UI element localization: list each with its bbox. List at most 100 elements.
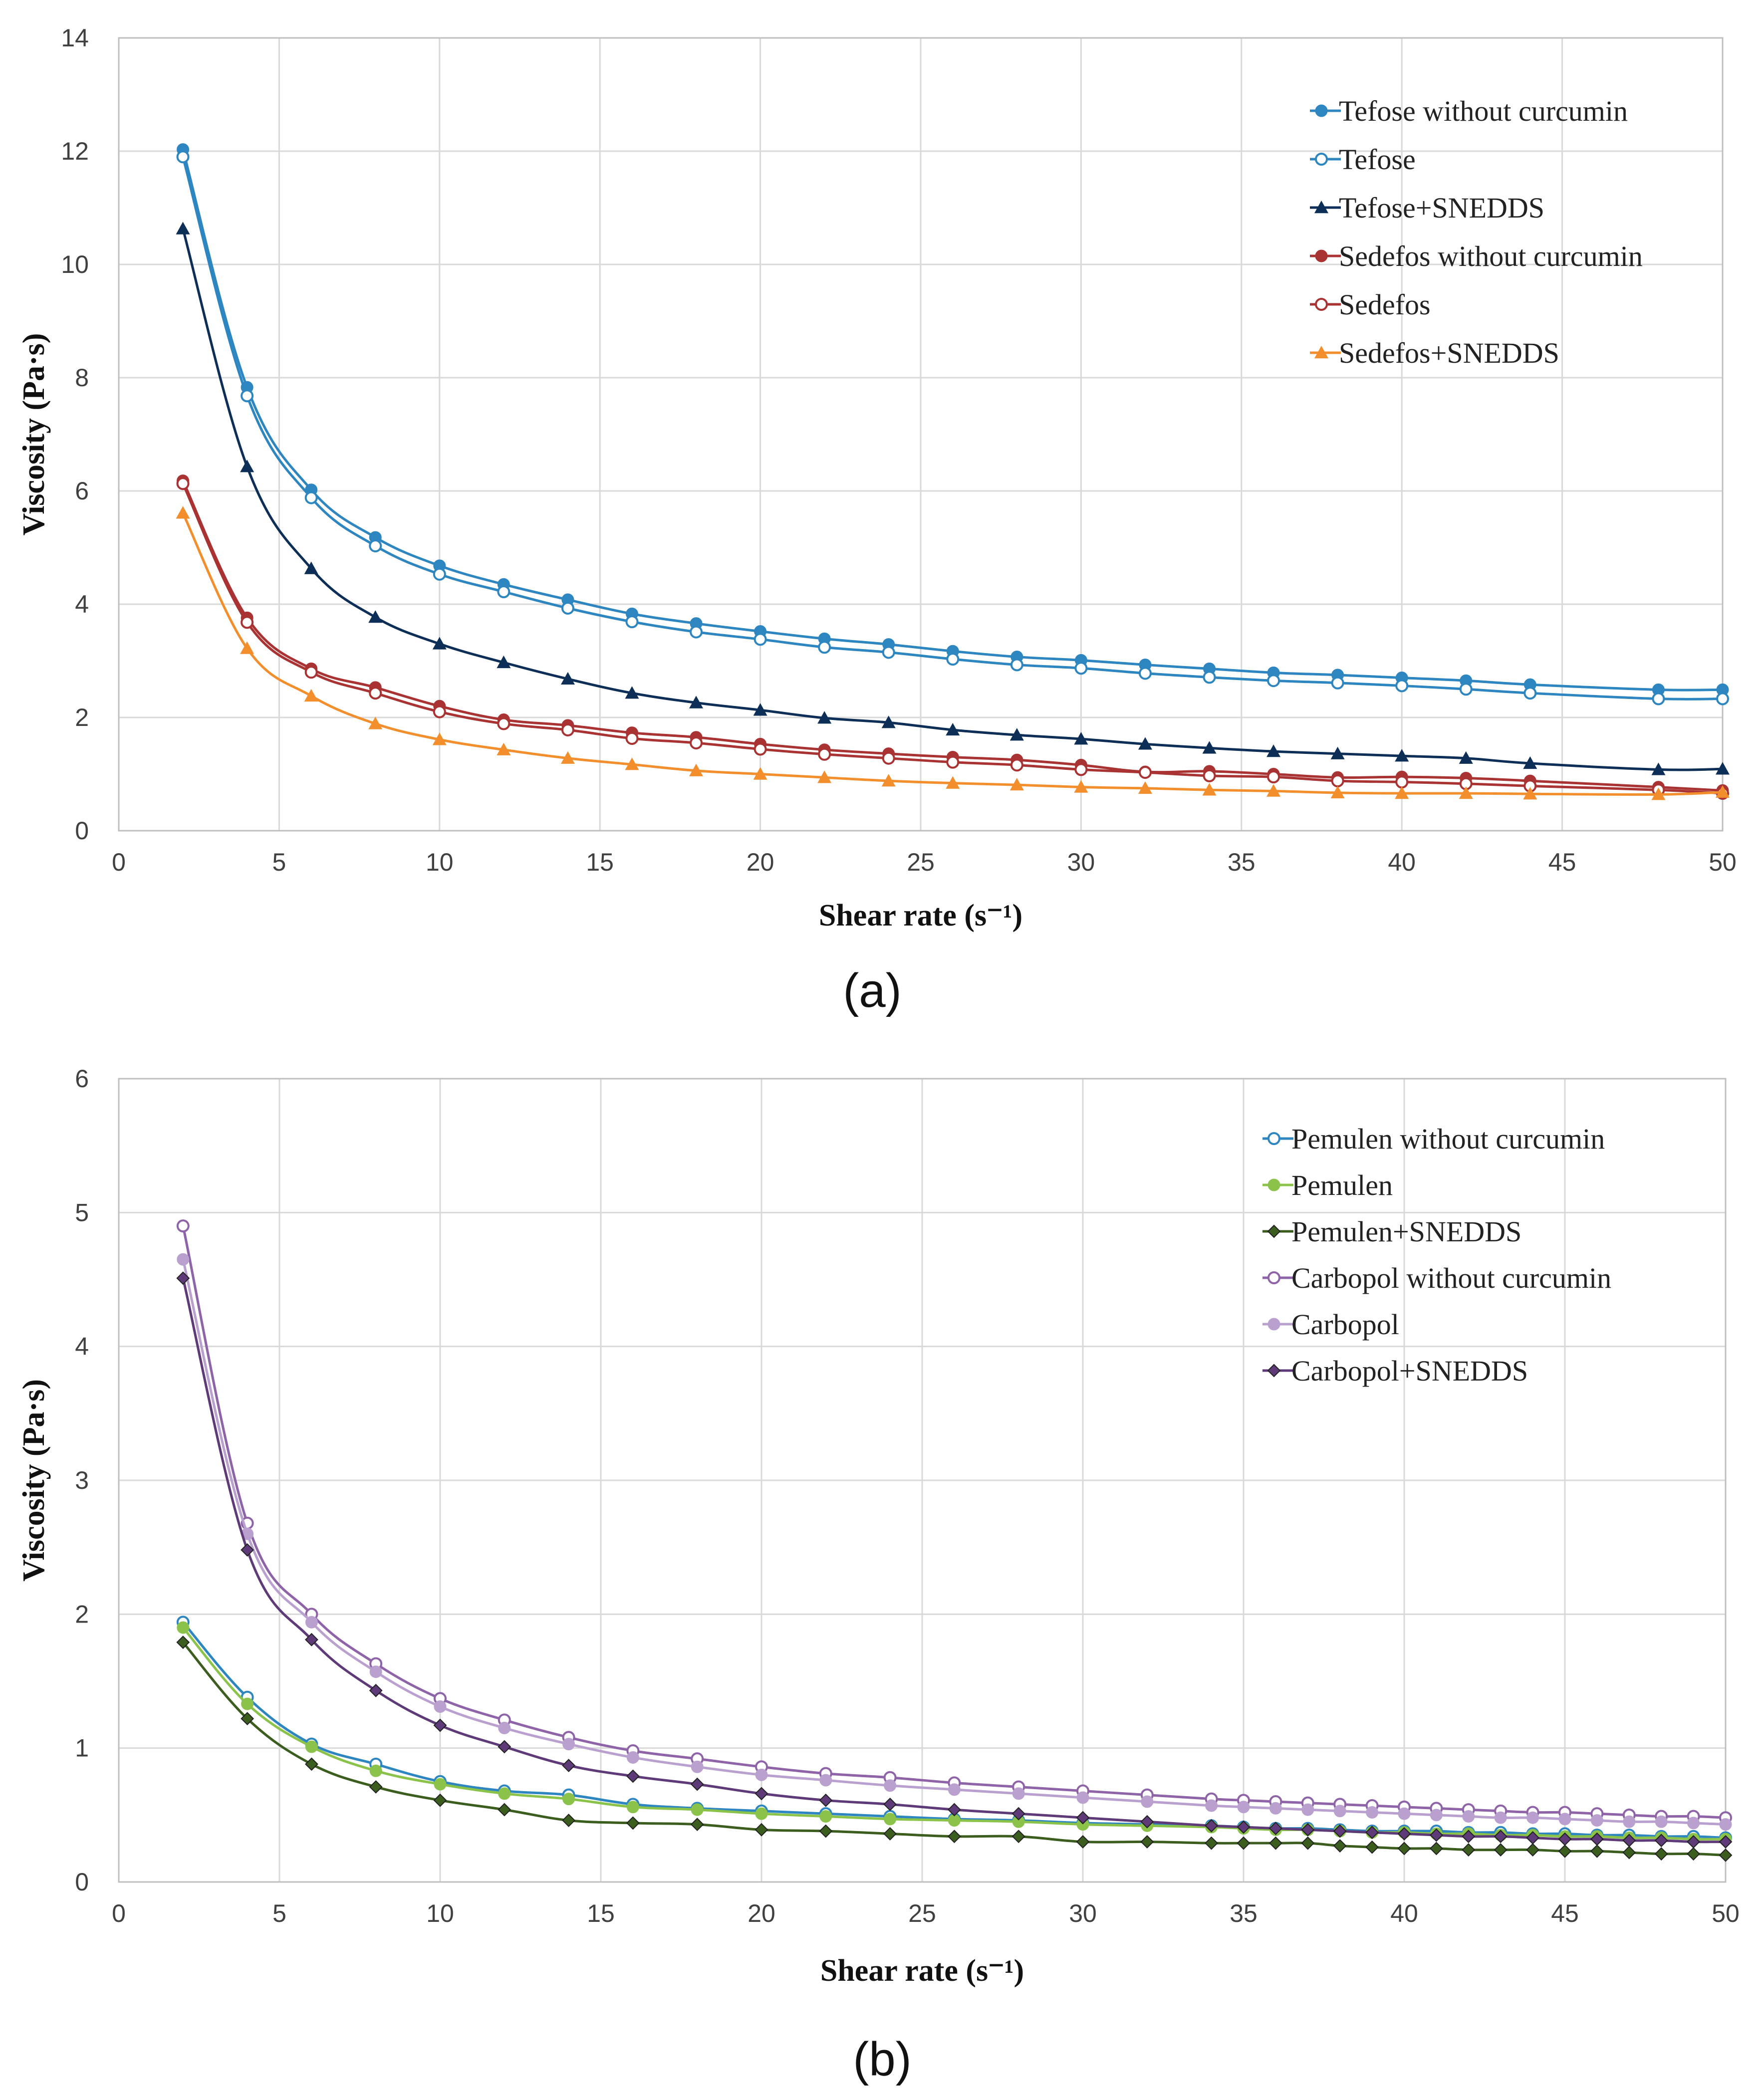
data-point [177, 1621, 190, 1634]
x-tick-label: 20 [747, 848, 774, 876]
data-point [690, 1818, 704, 1832]
x-tick-label: 5 [272, 1899, 286, 1927]
data-point [369, 1764, 382, 1777]
data-point [625, 615, 639, 629]
data-point [498, 1740, 511, 1754]
data-point [947, 1803, 961, 1817]
data-point [1203, 769, 1216, 782]
data-point [433, 1793, 447, 1807]
data-point [946, 653, 960, 666]
data-point [1558, 1813, 1571, 1826]
data-point [948, 1814, 961, 1827]
data-point [1651, 762, 1666, 775]
data-point [1462, 1810, 1475, 1823]
data-point [497, 717, 510, 730]
data-point [1719, 1818, 1732, 1831]
data-point [1430, 1809, 1443, 1822]
legend-entry: Carbopol without curcumin [1262, 1262, 1611, 1294]
data-point [1301, 1836, 1315, 1850]
legend-marker [1315, 249, 1328, 262]
data-point [625, 686, 639, 699]
series-sedefos-without-curcumin [177, 474, 1729, 797]
x-tick-label: 30 [1069, 1899, 1097, 1927]
data-point [434, 1778, 447, 1791]
panel-a-chart: 0 5 10 15 20 25 30 35 40 45 50 0 2 4 6 8 10 12 14 Shear rat… [17, 24, 1737, 1017]
legend-marker [1315, 104, 1328, 117]
data-point [304, 666, 318, 679]
data-point [1138, 766, 1152, 779]
data-point [882, 646, 895, 659]
data-point [304, 491, 318, 504]
legend-label: Pemulen+SNEDDS [1291, 1215, 1521, 1248]
data-point [1010, 658, 1023, 672]
legend-label: Tefose without curcumin [1339, 95, 1628, 127]
x-tick-label: 25 [907, 848, 935, 876]
data-point [1330, 785, 1345, 799]
data-point [1076, 1835, 1090, 1849]
data-point [690, 736, 703, 750]
data-point [690, 1777, 704, 1791]
data-point [948, 1783, 961, 1796]
data-point [369, 1780, 383, 1794]
data-point [1558, 1832, 1572, 1846]
data-point [1719, 1835, 1733, 1849]
data-point [1395, 749, 1409, 762]
data-point [1590, 1814, 1603, 1827]
data-point [1526, 1831, 1540, 1845]
data-point [240, 641, 254, 654]
data-point [1140, 1815, 1154, 1829]
legend-entry: Carbopol [1262, 1308, 1399, 1341]
data-point [691, 1803, 704, 1816]
data-point [498, 1803, 511, 1817]
data-point [433, 1718, 447, 1732]
data-point [305, 1740, 318, 1753]
data-point [1138, 667, 1152, 680]
legend-entry: Tefose without curcumin [1310, 95, 1628, 127]
data-point [1622, 1846, 1636, 1860]
data-point [1205, 1799, 1218, 1812]
data-point [1331, 676, 1344, 690]
x-tick-label: 0 [112, 848, 126, 876]
data-point [369, 1683, 383, 1697]
data-point [1330, 746, 1345, 759]
data-point [1138, 781, 1152, 794]
data-point [369, 687, 382, 700]
legend-marker [1267, 1271, 1280, 1284]
data-point [626, 1816, 640, 1830]
data-point [625, 731, 639, 745]
x-tick-label: 15 [587, 1899, 615, 1927]
data-point [561, 601, 574, 615]
data-point [1012, 1787, 1025, 1800]
data-point [1009, 778, 1024, 791]
x-tick-label: 45 [1548, 848, 1576, 876]
data-point [689, 763, 704, 776]
data-point [433, 705, 446, 718]
legend-label: Tefose [1339, 143, 1416, 176]
data-point [1365, 1840, 1379, 1854]
data-point [434, 1700, 447, 1713]
legend-label: Carbopol without curcumin [1291, 1262, 1611, 1294]
x-tick-label: 50 [1709, 848, 1737, 876]
series-line [182, 1259, 1726, 1826]
data-point [1011, 1830, 1025, 1844]
data-point [1459, 751, 1473, 764]
series-carbopol [177, 1253, 1732, 1831]
data-point [754, 633, 767, 646]
data-point [1523, 756, 1537, 769]
data-point [1205, 1819, 1219, 1833]
data-point [1011, 1807, 1025, 1821]
data-point [1301, 1823, 1315, 1837]
data-point [946, 755, 960, 769]
data-point [1141, 1795, 1154, 1808]
data-point [241, 1543, 254, 1557]
data-point [881, 774, 896, 787]
y-tick-label: 8 [75, 364, 89, 392]
legend-entry: Carbopol+SNEDDS [1262, 1355, 1528, 1387]
data-point [176, 1635, 190, 1649]
data-point [753, 703, 767, 716]
y-tick-label: 6 [75, 1065, 89, 1093]
data-point [1459, 786, 1473, 799]
data-point [176, 222, 190, 234]
data-point [689, 696, 704, 708]
